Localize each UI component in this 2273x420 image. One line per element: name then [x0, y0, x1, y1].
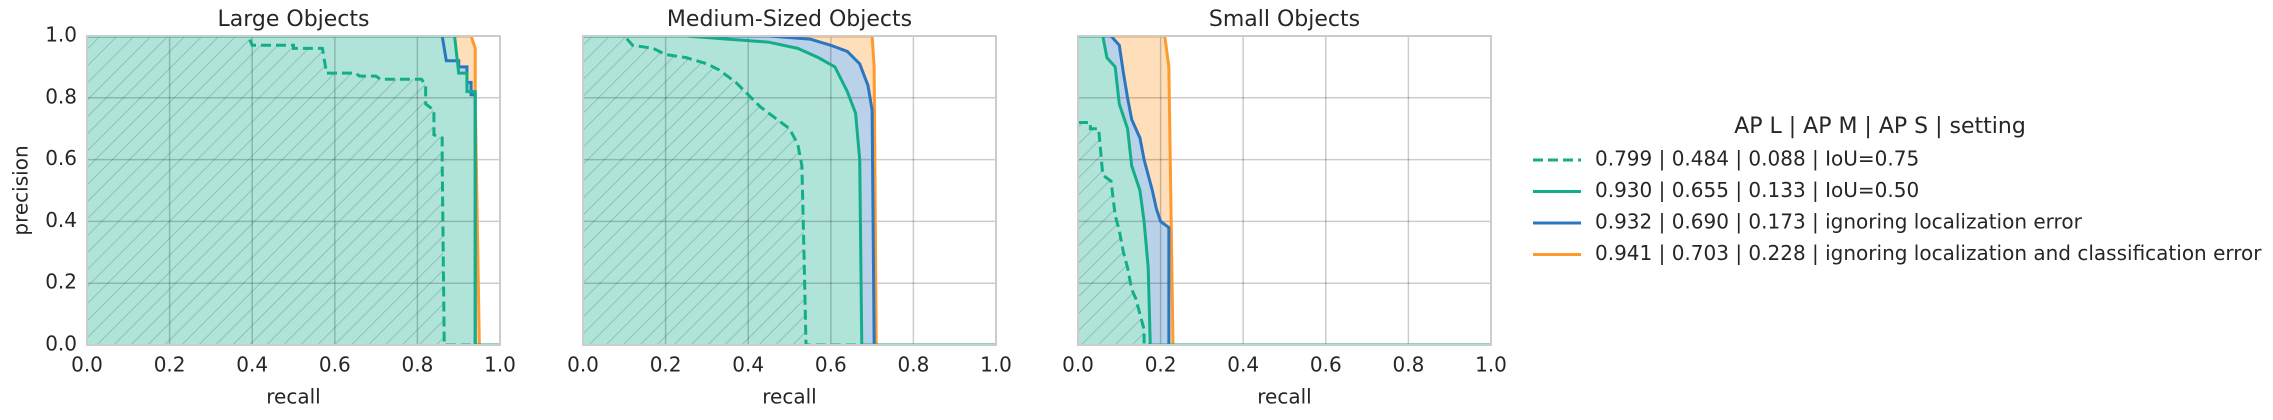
lines: [583, 36, 996, 345]
legend-label: 0.941 | 0.703 | 0.228 | ignoring localiz…: [1595, 241, 2262, 265]
y-tick-label: 0.8: [45, 84, 77, 108]
pr-curve: [1078, 121, 1491, 345]
pr-curve: [583, 36, 996, 345]
y-tick-label: 0.6: [45, 146, 77, 170]
pr-curve: [1078, 36, 1491, 345]
pr-curve: [87, 36, 500, 345]
plot-area: [87, 36, 500, 345]
y-tick-label: 0.4: [45, 208, 77, 232]
pr-curve: [1078, 36, 1491, 345]
x-tick-label: 1.0: [980, 353, 1012, 377]
pr-curve: [583, 36, 996, 345]
x-tick-label: 0.0: [1062, 353, 1094, 377]
axes-frame: [1077, 35, 1492, 346]
pr-curve: [583, 36, 996, 345]
y-tick-label: 0.2: [45, 270, 77, 294]
pr-curve: [87, 36, 500, 345]
subplot-title: Medium-Sized Objects: [667, 7, 912, 32]
subplot-title: Small Objects: [1209, 7, 1360, 32]
subplot-title: Large Objects: [217, 7, 369, 32]
x-axis-label: recall: [1257, 385, 1311, 409]
x-tick-label: 0.0: [567, 353, 599, 377]
x-axis-label: recall: [762, 385, 816, 409]
x-tick-label: 0.4: [1227, 353, 1259, 377]
plot-area: [583, 36, 996, 345]
pr-curve: [1078, 36, 1491, 345]
x-tick-label: 0.4: [732, 353, 764, 377]
lines: [87, 36, 500, 345]
area-fill: [87, 36, 500, 345]
y-tick-label: 1.0: [45, 23, 77, 47]
x-tick-label: 0.8: [401, 353, 433, 377]
legend-title: AP L | AP M | AP S | setting: [1734, 114, 2026, 139]
x-tick-label: 1.0: [484, 353, 516, 377]
x-tick-label: 0.4: [236, 353, 268, 377]
x-tick-label: 0.8: [1392, 353, 1424, 377]
legend-label: 0.930 | 0.655 | 0.133 | IoU=0.50: [1595, 178, 1919, 202]
plot-area: [1078, 36, 1491, 345]
axes-frame: [582, 35, 997, 346]
x-tick-label: 0.6: [319, 353, 351, 377]
y-axis-label: precision: [9, 145, 33, 235]
pr-curve: [583, 36, 996, 345]
y-tick-label: 0.0: [45, 332, 77, 356]
legend-label: 0.799 | 0.484 | 0.088 | IoU=0.75: [1595, 147, 1919, 171]
axes-frame: [86, 35, 501, 346]
x-tick-label: 0.6: [815, 353, 847, 377]
x-tick-label: 0.6: [1310, 353, 1342, 377]
x-tick-label: 0.2: [650, 353, 682, 377]
x-tick-label: 0.2: [154, 353, 186, 377]
legend-label: 0.932 | 0.690 | 0.173 | ignoring localiz…: [1595, 210, 2083, 234]
lines: [1078, 36, 1491, 345]
area-fill: [583, 36, 996, 345]
x-tick-label: 0.0: [71, 353, 103, 377]
x-tick-label: 1.0: [1475, 353, 1507, 377]
pr-curve: [87, 36, 500, 345]
x-tick-label: 0.2: [1145, 353, 1177, 377]
x-axis-label: recall: [266, 385, 320, 409]
x-tick-label: 0.8: [897, 353, 929, 377]
area-fill: [1078, 122, 1491, 345]
